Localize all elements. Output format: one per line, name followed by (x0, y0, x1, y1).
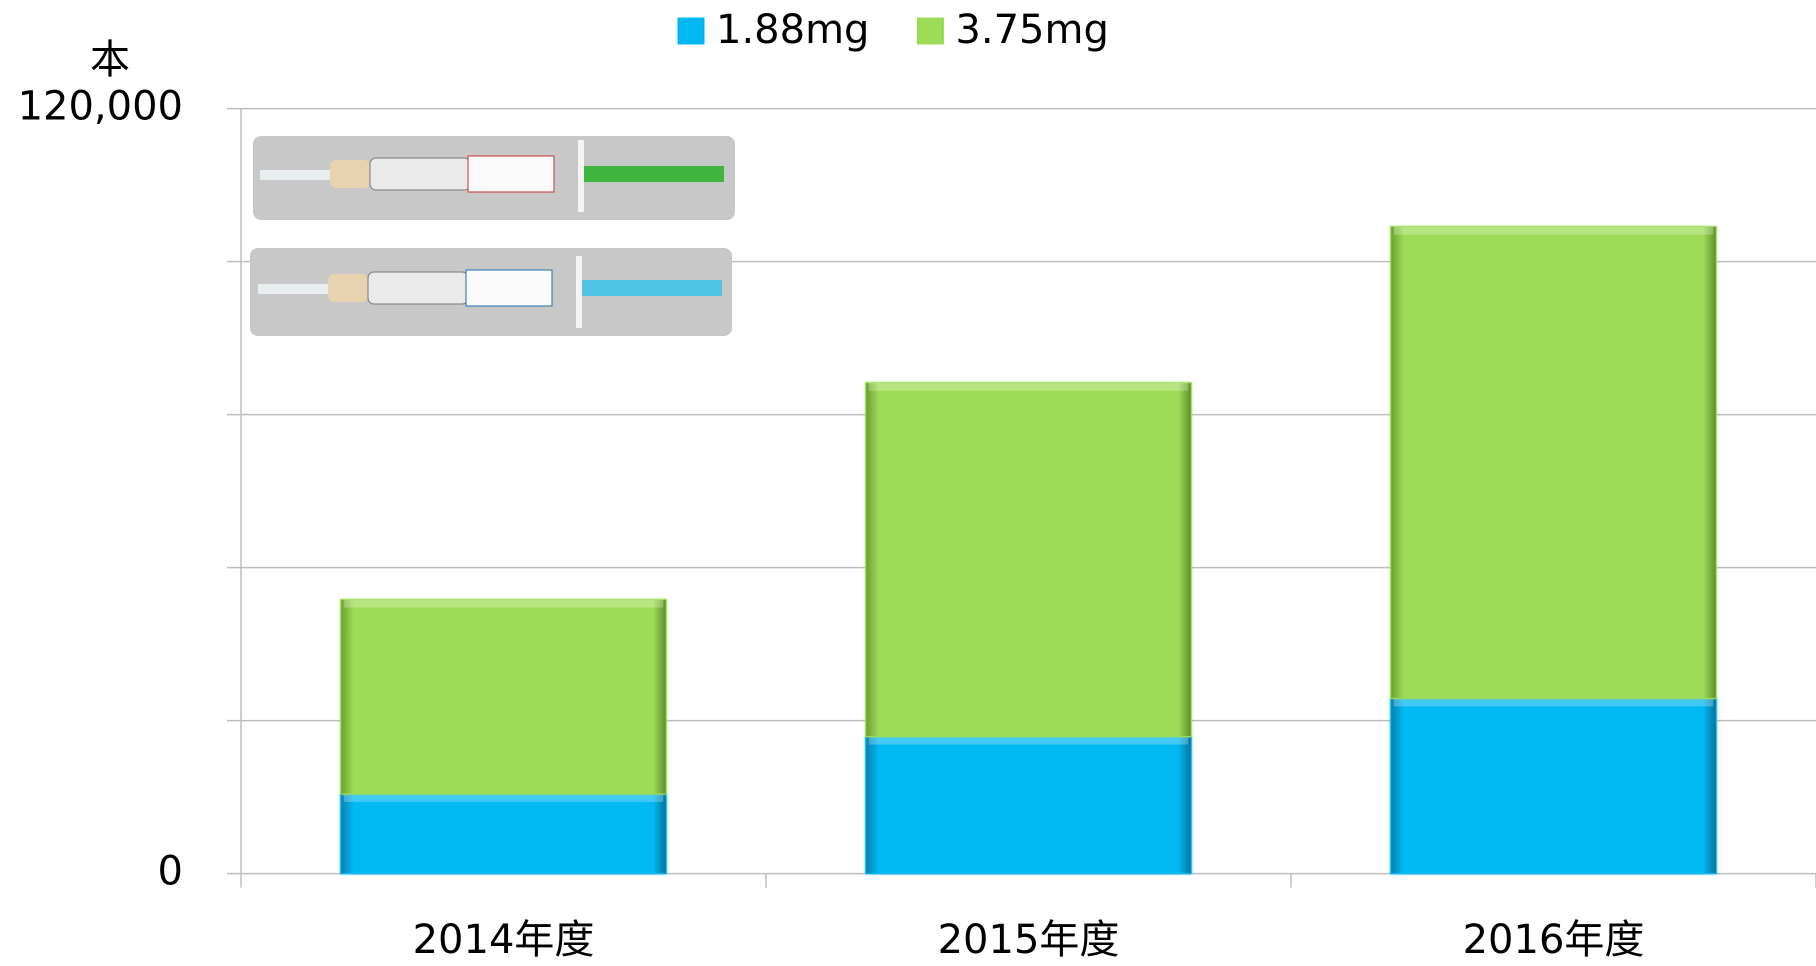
flange (578, 140, 584, 212)
x-tick-label: 2014年度 (413, 917, 595, 963)
plunger (584, 166, 724, 182)
bevel (344, 599, 664, 607)
y-tick-label: 120,000 (18, 84, 183, 130)
bar-segment (1391, 698, 1717, 873)
bar-segment (341, 794, 667, 874)
needle (260, 170, 330, 180)
needle (258, 284, 328, 294)
y-tick-label: 0 (158, 849, 183, 895)
bar-segment (1391, 227, 1717, 699)
legend-label: 1.88mg (716, 7, 869, 53)
bevel (1394, 227, 1714, 235)
bevel (869, 737, 1189, 745)
y-unit: 本 (90, 37, 130, 83)
plunger (582, 280, 722, 296)
chart: 本 0 120,000 2014年度 2015年度 2016年度 1.88mg 3.75mg (0, 0, 1816, 966)
flange (576, 256, 582, 328)
label (466, 270, 552, 306)
barrel (368, 272, 468, 304)
bevel (1394, 698, 1714, 706)
legend-swatch (678, 18, 704, 44)
bar-segment (341, 599, 667, 793)
barrel (370, 158, 470, 190)
cap (330, 160, 370, 188)
product-images (250, 136, 735, 336)
bar-segment (866, 737, 1192, 874)
x-tick-label: 2015年度 (938, 917, 1120, 963)
label (468, 156, 554, 192)
bevel (869, 383, 1189, 391)
x-tick-label: 2016年度 (1463, 917, 1645, 963)
bar-segment (866, 383, 1192, 737)
legend-label: 3.75mg (955, 7, 1108, 53)
legend-swatch (917, 18, 943, 44)
bevel (344, 794, 664, 802)
cap (328, 274, 368, 302)
